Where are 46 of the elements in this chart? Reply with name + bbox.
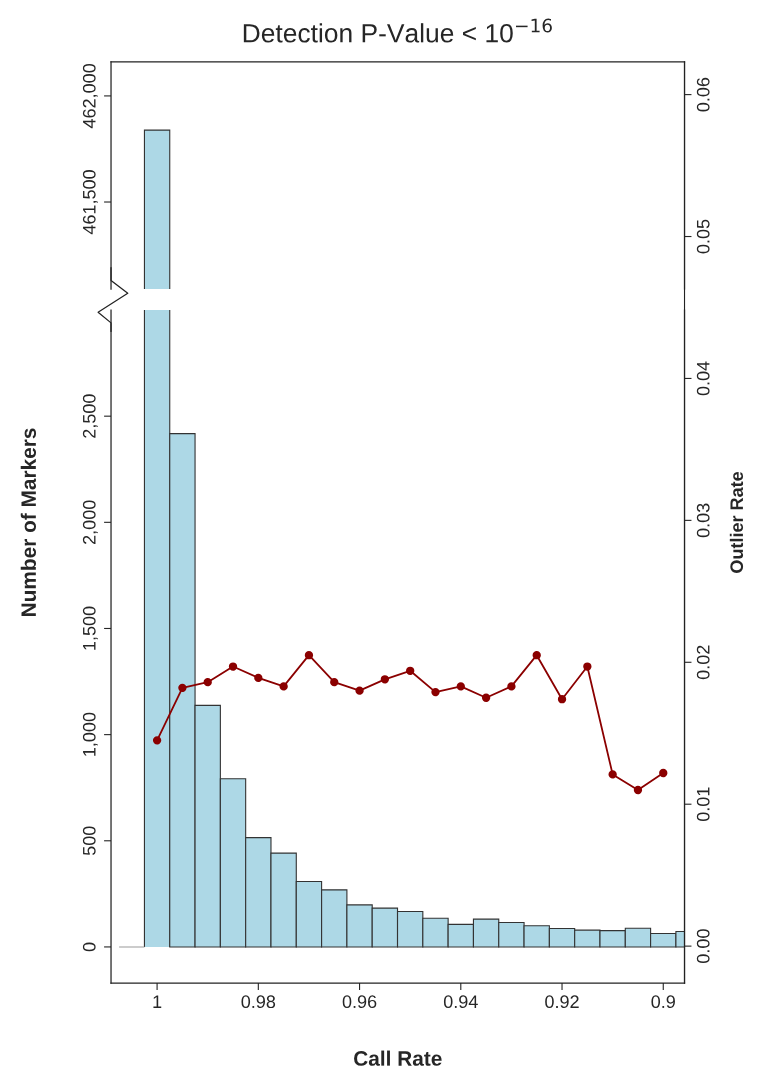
x-axis-title: Call Rate [354,1050,442,1066]
y-tick-label: 2,500 [82,394,98,438]
y-tick-label: 0 [82,942,96,952]
point [380,675,390,684]
x-tick-label: 0.9 [651,995,675,1009]
point [608,770,617,779]
point [659,768,668,778]
y-tick-label: 1,500 [82,606,98,650]
y2-tick-label: 0.00 [696,929,710,963]
x-tick-label: 0.96 [342,995,377,1009]
x-tick-label: 0.98 [241,995,276,1009]
y-tick-label: 500 [82,826,96,856]
point [355,686,364,695]
y-axis-title: Number of Markers [20,428,37,617]
y2-tick-label: 0.05 [696,219,710,254]
point [279,682,288,691]
y2-tick-label: 0.03 [696,503,710,538]
point [152,736,162,745]
point [178,683,187,692]
point [254,673,263,683]
point [406,666,415,675]
y2-axis-title: Outlier Rate [729,471,744,573]
point [532,651,541,660]
point [507,682,516,691]
y-tick-label: 1,000 [82,712,98,756]
y2-tick-label: 0.04 [696,361,710,396]
point [456,682,465,691]
y-tick-label: 462,000 [82,63,98,129]
point [203,677,212,687]
y2-tick-label: 0.06 [696,77,710,112]
y2-tick-label: 0.01 [696,787,710,822]
chart-title: Detection P-Value < 10$^{−16}$ [243,18,552,43]
point [583,662,592,671]
point [304,651,314,660]
y2-tick-label: 0.02 [696,645,710,680]
point [481,693,491,702]
point [431,687,440,697]
point [228,662,238,671]
point [557,695,567,704]
point [633,785,643,795]
x-tick-label: 0.94 [443,995,478,1009]
point [330,677,339,687]
y-tick-label: 2,000 [82,500,98,545]
x-tick-label: 0.92 [545,995,579,1009]
x-tick-label: 1 [153,995,162,1008]
y-tick-label: 461,500 [82,170,98,235]
